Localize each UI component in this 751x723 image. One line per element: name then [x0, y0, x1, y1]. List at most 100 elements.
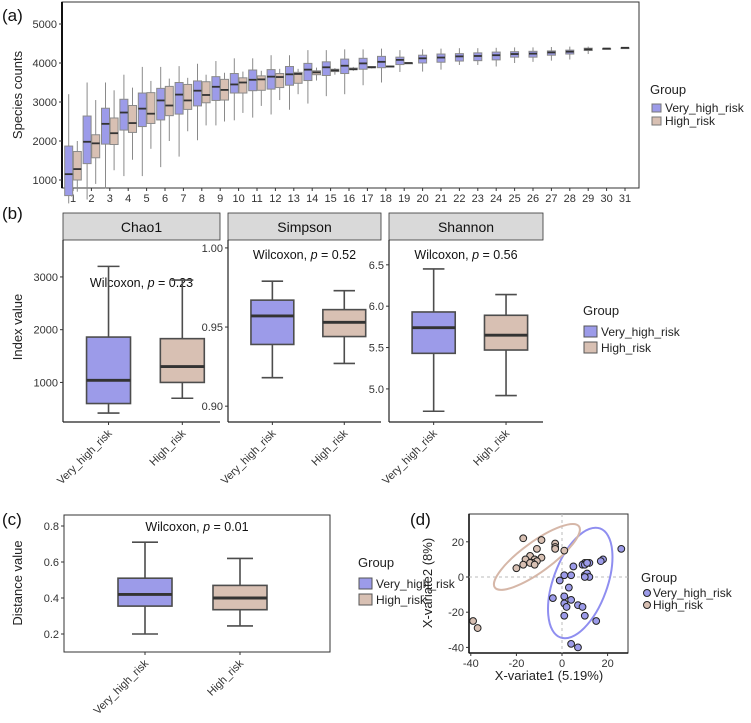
d-xtick-label: -40 — [463, 658, 479, 670]
box — [137, 92, 147, 128]
a-box-very-high-risk — [193, 63, 202, 141]
c-test-label: Wilcoxon, p = 0.01 — [145, 520, 248, 534]
a-xtick-label: 18 — [380, 193, 392, 205]
a-box-very-high-risk — [340, 49, 350, 95]
d-point — [519, 534, 528, 543]
box — [85, 336, 132, 405]
a-box-very-high-risk — [491, 47, 501, 67]
a-xtick-label: 3 — [107, 193, 113, 205]
a-xtick-label: 22 — [453, 193, 465, 205]
box — [454, 53, 464, 62]
legend-swatch — [643, 601, 651, 609]
a-box-very-high-risk — [358, 49, 368, 86]
a-box-very-high-risk — [82, 82, 92, 200]
boxplot — [159, 280, 206, 399]
box — [201, 81, 211, 104]
a-box-very-high-risk — [528, 47, 538, 62]
a-box-very-high-risk — [156, 66, 166, 168]
boxplot — [250, 281, 295, 378]
d-point — [574, 643, 582, 652]
boxplot — [483, 294, 529, 396]
d-points-high-risk — [469, 534, 569, 632]
a-box-very-high-risk — [602, 47, 612, 50]
d-ellipse-high-risk — [492, 523, 581, 591]
b-shannon-box-high-risk — [483, 293, 529, 397]
shannon-test-label: Wilcoxon, p = 0.56 — [414, 248, 517, 262]
a-box-very-high-risk — [620, 46, 630, 50]
box — [159, 337, 206, 384]
a-box-high-risk — [275, 68, 285, 101]
box — [395, 56, 405, 66]
b-simpson-box-very-high-risk — [250, 280, 295, 379]
a-xtick-label: 21 — [435, 193, 447, 205]
a-box-high-risk — [164, 78, 174, 141]
b-shannon-ytick-label: 5.0 — [369, 384, 384, 396]
a-box-very-high-risk — [211, 61, 221, 126]
legend-item-high-risk: High_risk — [665, 114, 716, 128]
c-ytick-label: 0.4 — [44, 593, 59, 605]
c-xtick-label: Very_high_risk — [92, 657, 152, 717]
b-chao1-box-high-risk — [159, 279, 206, 400]
d-point — [560, 611, 569, 620]
b-shannon-box-very-high-risk — [411, 268, 457, 413]
c-ytick-label: 0.6 — [44, 557, 59, 569]
legend-swatch — [643, 589, 651, 597]
b-chao1-ytick-label: 3000 — [34, 272, 58, 284]
panel-label-c: (c) — [2, 510, 22, 529]
a-xtick-label: 25 — [508, 193, 520, 205]
d-ytick-label: 20 — [452, 537, 464, 549]
legend-swatch — [651, 103, 662, 113]
d-ytick-label: -40 — [448, 642, 464, 654]
legend-title: Group — [641, 570, 677, 585]
a-xtick-label: 8 — [199, 193, 205, 205]
box — [275, 73, 285, 89]
a-ytick-label: 1000 — [33, 175, 57, 187]
a-box-very-high-risk — [418, 49, 428, 72]
d-xlabel: X-variate1 (5.19%) — [495, 668, 603, 683]
c-plot-frame — [63, 514, 331, 653]
panel-label-a: (a) — [2, 6, 23, 25]
boxplot — [212, 558, 268, 626]
d-point — [562, 603, 571, 611]
a-box-high-risk — [256, 70, 266, 106]
d-ellipse-very-high-risk — [547, 526, 614, 640]
a-xtick-label: 5 — [144, 193, 150, 205]
d-point — [567, 639, 576, 648]
box — [293, 71, 303, 84]
b-ylabel: Index value — [10, 294, 25, 361]
a-xtick-label: 17 — [361, 193, 373, 205]
a-box-high-risk — [72, 141, 82, 192]
a-box-very-high-risk — [101, 82, 110, 189]
a-ytick-label: 5000 — [33, 19, 57, 31]
box — [164, 85, 174, 117]
a-xtick-label: 20 — [416, 193, 428, 205]
a-xtick-label: 15 — [324, 193, 336, 205]
a-box-very-high-risk — [119, 74, 129, 177]
a-box-very-high-risk — [285, 55, 294, 110]
b-chao1-box-very-high-risk — [85, 265, 132, 414]
c-box-high-risk — [212, 557, 268, 627]
legend-item-very-high-risk: Very_high_risk — [665, 101, 745, 115]
d-point — [537, 536, 546, 544]
boxplot — [117, 542, 173, 634]
a-box-high-risk — [128, 87, 137, 160]
a-xtick-label: 7 — [180, 193, 186, 205]
a-box-very-high-risk — [266, 55, 276, 115]
d-ytick-label: -20 — [448, 607, 464, 619]
legend-item-very-high-risk: Very_high_risk — [653, 586, 733, 600]
box — [174, 82, 184, 115]
a-xtick-label: 23 — [472, 193, 484, 205]
a-xtick-label: 10 — [232, 193, 244, 205]
a-xtick-label: 31 — [619, 193, 631, 205]
legend-c: Group Very_high_risk High_risk — [358, 555, 456, 607]
d-point — [564, 583, 573, 592]
legend-item-high-risk: High_risk — [376, 593, 427, 607]
a-box-very-high-risk — [583, 46, 593, 55]
a-box-very-high-risk — [248, 58, 258, 118]
facet-title: Chao1 — [121, 219, 162, 235]
a-xtick-label: 1 — [70, 193, 76, 205]
d-point — [519, 560, 528, 569]
a-box-high-risk — [385, 65, 395, 68]
box — [72, 151, 82, 181]
a-box-very-high-risk — [174, 66, 184, 157]
